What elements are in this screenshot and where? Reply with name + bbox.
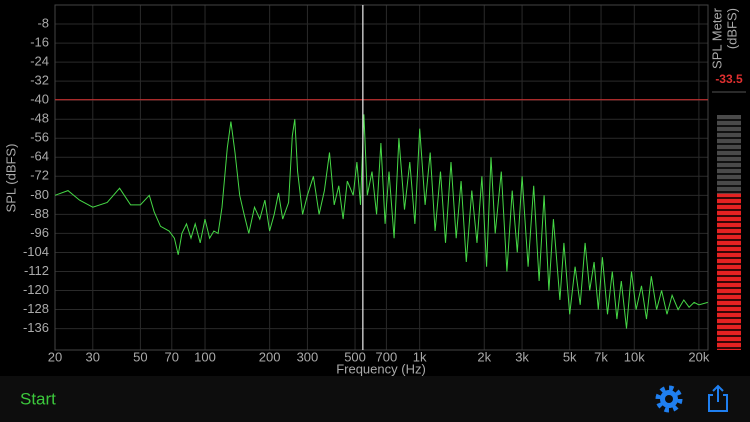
y-tick-label: -8 [37,15,49,30]
x-tick-label: 10k [624,349,645,364]
x-tick-label: 20 [48,349,62,364]
meter-title: SPL Meter [709,7,724,69]
y-tick-label: -128 [23,301,49,316]
plot-background [55,5,708,350]
toolbar [0,376,750,422]
meter-fill [717,193,741,350]
y-tick-label: -112 [24,263,49,278]
x-tick-label: 700 [376,349,398,364]
x-tick-label: 5k [563,349,577,364]
meter-value: -33.5 [715,72,743,86]
spl-meter: SPL Meter (dBFS) -33.5 [709,7,746,350]
meter-title: (dBFS) [724,8,739,49]
x-tick-label: 1k [413,349,427,364]
x-tick-label: 3k [515,349,529,364]
y-tick-label: -104 [23,244,49,259]
x-tick-label: 200 [259,349,281,364]
x-tick-label: 100 [194,349,216,364]
x-tick-label: 50 [133,349,147,364]
y-tick-label: -48 [30,111,49,126]
plot-border [54,4,709,351]
y-tick-label: -120 [23,282,49,297]
gear-hole [665,395,673,403]
x-tick-label: 2k [477,349,491,364]
settings-icon[interactable] [655,385,683,413]
x-axis-label: Frequency (Hz) [336,361,426,376]
y-axis-label: SPL (dBFS) [3,144,18,213]
y-tick-label: -80 [30,187,49,202]
x-tick-label: 500 [344,349,366,364]
x-tick-label: 30 [86,349,100,364]
y-tick-label: -96 [30,225,49,240]
start-button[interactable]: Start [20,389,56,408]
y-tick-label: -136 [23,320,49,335]
x-tick-label: 7k [594,349,608,364]
y-tick-label: -64 [30,149,49,164]
y-tick-label: -24 [30,54,49,69]
share-icon[interactable] [708,384,728,412]
y-tick-label: -88 [30,206,49,221]
plot-area [54,4,709,351]
y-tick-label: -16 [30,35,49,50]
share-arrow [712,384,724,402]
x-tick-label: 300 [297,349,319,364]
y-tick-label: -72 [30,168,49,183]
y-tick-label: -40 [30,92,49,107]
spectrum-line [54,114,708,329]
x-tick-label: 70 [165,349,179,364]
y-tick-label: -32 [30,73,49,88]
y-tick-label: -56 [30,130,49,145]
gear-teeth [655,385,683,413]
share-box [708,394,728,412]
x-tick-label: 20k [688,349,709,364]
